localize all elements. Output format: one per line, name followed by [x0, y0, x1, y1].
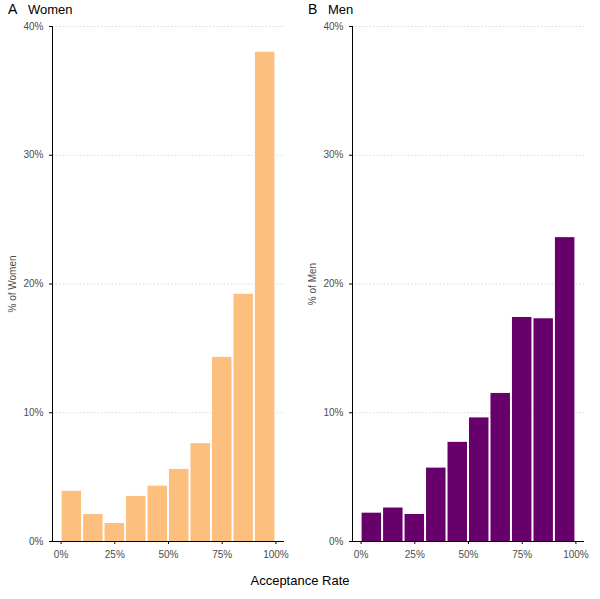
svg-text:50%: 50% [458, 549, 478, 560]
svg-text:10%: 10% [323, 407, 343, 418]
html-text:Acceptance Rate: Acceptance Rate [250, 573, 350, 588]
html-text:A: A [8, 1, 18, 17]
html-text:Women: Women [28, 2, 73, 17]
svg-text:0%: 0% [29, 536, 44, 547]
svg-text:25%: 25% [405, 549, 425, 560]
svg-text:0%: 0% [354, 549, 369, 560]
svg-text:10%: 10% [23, 407, 43, 418]
html-text:Men: Men [328, 2, 354, 17]
svg-text:100%: 100% [263, 549, 289, 560]
svg-text:75%: 75% [512, 549, 532, 560]
svg-text:% of Women: % of Women [7, 255, 18, 312]
svg-text:20%: 20% [23, 278, 43, 289]
svg-text:30%: 30% [323, 149, 343, 160]
svg-text:0%: 0% [329, 536, 344, 547]
svg-text:50%: 50% [158, 549, 178, 560]
svg-text:30%: 30% [23, 149, 43, 160]
svg-text:0%: 0% [54, 549, 69, 560]
svg-text:40%: 40% [323, 21, 343, 32]
svg-text:40%: 40% [23, 21, 43, 32]
svg-text:25%: 25% [105, 549, 125, 560]
svg-text:75%: 75% [212, 549, 232, 560]
html-text:B: B [308, 1, 318, 17]
svg-text:20%: 20% [323, 278, 343, 289]
svg-text:% of Men: % of Men [307, 263, 318, 305]
svg-text:100%: 100% [563, 549, 589, 560]
